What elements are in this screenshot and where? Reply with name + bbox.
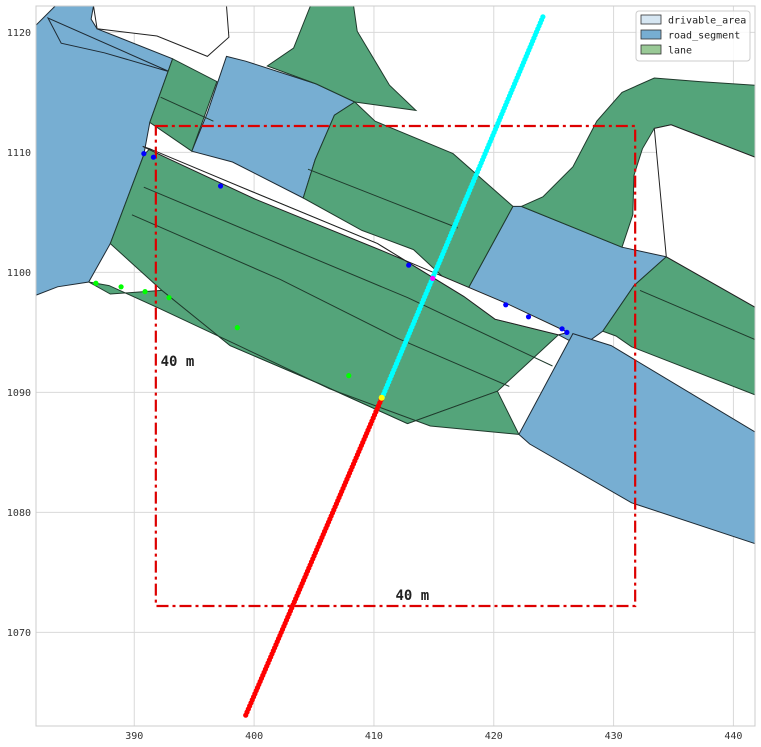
range-box <box>154 124 637 608</box>
legend-swatch <box>640 14 662 25</box>
y-tick-label: 1110 <box>7 148 31 159</box>
y-tick-label: 1080 <box>7 508 31 519</box>
legend-swatch <box>640 29 662 40</box>
legend-label: road_segment <box>668 31 740 42</box>
trajectories <box>93 14 570 718</box>
blue-marker-point <box>150 154 157 160</box>
y-tick-label: 1090 <box>7 388 31 399</box>
map-gap-polygon <box>92 6 230 57</box>
blue-marker-point <box>141 151 147 157</box>
green-marker-point <box>166 295 172 301</box>
legend-label: lane <box>668 46 692 57</box>
y-tick-label: 1070 <box>7 628 31 639</box>
lane-polygon <box>302 101 514 298</box>
map-gap-polygon <box>653 124 755 308</box>
blue-marker-point <box>525 314 532 320</box>
lane-divider-line <box>307 168 458 229</box>
legend-swatch <box>640 44 662 55</box>
box-size-label: 40 m <box>396 588 430 604</box>
range-box-rect <box>154 124 637 608</box>
lane-divider-line <box>131 214 510 387</box>
blue-marker-point <box>503 302 509 308</box>
green-marker-point <box>118 284 124 290</box>
x-tick-label: 430 <box>605 731 623 742</box>
y-tick-label: 1100 <box>7 268 31 279</box>
legend-label: drivable_area <box>668 16 746 27</box>
lane-divider-line <box>143 186 553 367</box>
blue-marker-point <box>406 262 412 268</box>
lane-polygon <box>88 281 520 435</box>
x-tick-label: 420 <box>485 731 503 742</box>
green-marker-point <box>93 280 99 286</box>
past-trajectory-point <box>540 14 546 20</box>
tick-labels: 390 400 410 420 430 440 1070 1080 1090 1100 1110 11… <box>7 28 743 742</box>
x-tick-label: 390 <box>125 731 143 742</box>
lane-polygon <box>149 58 218 152</box>
blue-marker-point <box>564 329 570 335</box>
green-marker-point <box>142 289 148 295</box>
blue-marker-point <box>217 183 224 189</box>
lane-divider-line <box>639 289 755 341</box>
blue-marker-point <box>559 326 565 332</box>
map-gap-polygon <box>142 145 570 336</box>
magenta-marker-point <box>430 275 436 281</box>
lane-polygon <box>520 77 755 248</box>
lane-divider-line <box>160 96 214 122</box>
x-tick-label: 400 <box>245 731 263 742</box>
box-size-label: 40 m <box>161 354 195 370</box>
current-position-point <box>378 394 385 401</box>
y-tick-label: 1120 <box>7 28 31 39</box>
green-marker-point <box>346 373 352 379</box>
plot-frame <box>35 5 756 727</box>
green-marker-point <box>234 325 240 331</box>
road-segment-polygon <box>46 16 171 73</box>
x-tick-label: 440 <box>724 731 742 742</box>
x-tick-label: 410 <box>365 731 383 742</box>
lane-polygon <box>266 6 418 112</box>
legend-box <box>635 10 751 62</box>
box-annotations: 40 m 40 m <box>161 354 430 604</box>
